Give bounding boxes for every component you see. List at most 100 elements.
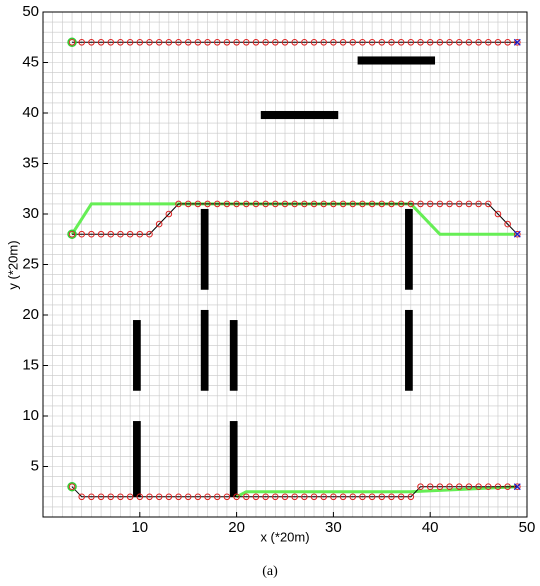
x-axis-label: x (*20m) xyxy=(260,529,309,544)
y-axis-label: y (*20m) xyxy=(5,240,20,289)
start-marker xyxy=(67,481,77,492)
path-marker xyxy=(330,493,337,501)
path-marker xyxy=(184,39,192,46)
path-marker xyxy=(117,39,124,46)
path-marker xyxy=(514,230,521,238)
path-marker xyxy=(155,493,163,501)
path-marker xyxy=(330,200,337,208)
path-marker xyxy=(291,39,298,46)
path-marker xyxy=(368,200,376,208)
path-marker xyxy=(349,200,357,208)
path-marker xyxy=(184,493,192,501)
y-tick-label: 45 xyxy=(22,53,39,70)
obstacle xyxy=(229,320,238,391)
path-marker xyxy=(446,200,453,208)
path-marker xyxy=(339,493,347,501)
path-marker xyxy=(97,230,105,238)
path-marker xyxy=(223,493,231,501)
path-marker xyxy=(146,230,153,238)
path-marker xyxy=(204,493,211,501)
path-marker xyxy=(146,39,153,46)
path-marker xyxy=(291,493,298,501)
path-marker xyxy=(146,493,153,501)
path-marker xyxy=(446,483,453,491)
path-marker xyxy=(310,493,318,501)
path-marker xyxy=(78,230,86,238)
path-marker xyxy=(117,230,124,238)
path-marker xyxy=(78,39,86,46)
path-marker xyxy=(281,39,289,46)
path-marker xyxy=(242,200,250,208)
y-tick-label: 10 xyxy=(22,407,39,424)
obstacle xyxy=(133,320,141,391)
path-marker xyxy=(136,230,144,238)
path-marker xyxy=(388,200,395,208)
path-marker xyxy=(407,493,415,501)
path-marker xyxy=(213,493,221,501)
path-marker xyxy=(455,200,463,208)
path-marker xyxy=(107,230,115,238)
path-marker xyxy=(233,39,240,46)
path-marker xyxy=(417,200,424,208)
path-marker xyxy=(252,200,260,208)
path-marker xyxy=(504,39,511,46)
path-marker xyxy=(494,39,502,46)
path-marker xyxy=(204,200,211,208)
y-tick-label: 5 xyxy=(31,457,39,474)
path-marker xyxy=(213,200,221,208)
path-marker xyxy=(126,493,134,501)
obstacle xyxy=(133,421,141,497)
path-marker xyxy=(484,200,492,208)
path-marker xyxy=(165,39,173,46)
path-marker xyxy=(88,230,95,238)
y-tick-label: 35 xyxy=(22,154,39,171)
path-marker xyxy=(272,493,279,501)
y-tick-label: 20 xyxy=(22,306,39,323)
path-marker xyxy=(378,493,386,501)
path-marker xyxy=(175,200,182,208)
path-marker xyxy=(126,230,134,238)
path-marker xyxy=(397,39,405,46)
path-marker xyxy=(465,39,473,46)
path-marker xyxy=(388,493,395,501)
path-marker xyxy=(330,39,337,46)
path-marker xyxy=(194,493,202,501)
path-marker xyxy=(281,493,289,501)
obstacle xyxy=(260,110,339,120)
path-marker xyxy=(320,493,328,501)
path-marker xyxy=(242,493,250,501)
path-marker xyxy=(310,200,318,208)
path-marker xyxy=(475,200,482,208)
path-marker xyxy=(165,493,173,501)
path-marker xyxy=(175,39,182,46)
goal-marker xyxy=(513,38,521,46)
y-tick-label: 50 xyxy=(22,3,39,20)
path-marker xyxy=(291,200,298,208)
path-marker xyxy=(281,200,289,208)
path-marker xyxy=(68,39,76,46)
path-marker xyxy=(407,39,415,46)
path-marker xyxy=(359,200,366,208)
path-marker xyxy=(117,493,124,501)
path-marker xyxy=(397,200,405,208)
path-marker xyxy=(426,483,434,491)
path-marker xyxy=(484,483,492,491)
path-marker xyxy=(97,39,105,46)
obstacle xyxy=(200,309,209,391)
x-tick-label: 50 xyxy=(519,519,536,536)
path-marker xyxy=(446,39,453,46)
path-marker xyxy=(514,39,521,46)
x-tick-label: 30 xyxy=(325,519,342,536)
path-marker xyxy=(368,493,376,501)
path-marker xyxy=(165,210,173,218)
path-marker xyxy=(301,39,308,46)
path-marker xyxy=(68,230,76,238)
path-marker xyxy=(136,39,144,46)
y-tick-label: 25 xyxy=(22,255,39,272)
path-marker xyxy=(126,39,134,46)
path-marker xyxy=(339,39,347,46)
path-marker xyxy=(213,39,221,46)
start-marker xyxy=(67,37,77,48)
path-marker xyxy=(359,39,366,46)
